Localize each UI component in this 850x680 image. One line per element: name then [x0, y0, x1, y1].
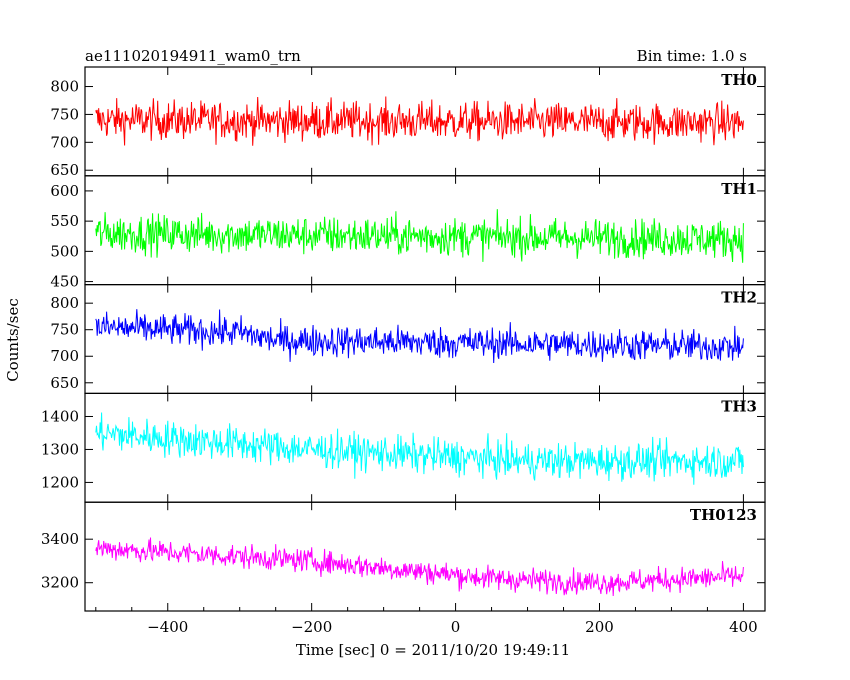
y-tick-label: 1300 [41, 440, 79, 458]
y-tick-label: 650 [50, 161, 79, 179]
x-tick-label: −200 [291, 618, 332, 636]
panel-label: TH3 [721, 397, 757, 415]
x-tick-label: 200 [585, 618, 614, 636]
y-tick-label: 3200 [41, 574, 79, 592]
series-line-th3 [95, 412, 744, 485]
chart-panels: 650 700 750 800 TH0 450 500 550 600 TH1 650 700 750 8… [41, 66, 766, 612]
x-axis-label: Time [sec] 0 = 2011/10/20 19:49:11 [296, 641, 570, 659]
panel-th2: 650 700 750 800 TH2 [50, 284, 766, 395]
y-tick-label: 650 [50, 374, 79, 392]
y-tick-label: 3400 [41, 530, 79, 548]
y-tick-label: 550 [50, 212, 79, 230]
panel-frame [84, 501, 766, 612]
panel-label: TH1 [721, 180, 757, 198]
panel-th0123: 3200 3400 TH0123 [41, 501, 766, 612]
y-tick-label: 600 [50, 182, 79, 200]
panel-label: TH0123 [690, 506, 757, 524]
chart-title-left: ae111020194911_wam0_trn [85, 47, 301, 65]
series-line-th2 [95, 309, 744, 364]
series-line-th0123 [95, 537, 744, 597]
series-line-th0 [95, 96, 744, 146]
y-tick-label: 700 [50, 133, 79, 151]
series-line-th1 [95, 209, 744, 263]
panel-label: TH0 [721, 71, 757, 89]
chart-title-right: Bin time: 1.0 s [637, 47, 747, 65]
panel-label: TH2 [721, 289, 757, 307]
y-tick-label: 700 [50, 347, 79, 365]
y-tick-label: 750 [50, 105, 79, 123]
panel-th1: 450 500 550 600 TH1 [50, 175, 766, 291]
y-tick-label: 500 [50, 242, 79, 260]
y-tick-label: 1400 [41, 407, 79, 425]
y-tick-label: 750 [50, 321, 79, 339]
x-axis: −400 −200 0 200 400 [95, 67, 758, 636]
x-tick-label: 0 [451, 618, 461, 636]
y-tick-label: 1200 [41, 473, 79, 491]
panel-th3: 1200 1300 1400 TH3 [41, 392, 766, 503]
y-tick-label: 800 [50, 78, 79, 96]
x-tick-label: 400 [729, 618, 758, 636]
y-tick-label: 800 [50, 294, 79, 312]
y-axis-label: Counts/sec [4, 298, 22, 382]
x-tick-label: −400 [147, 618, 188, 636]
panel-th0: 650 700 750 800 TH0 [50, 66, 766, 179]
y-tick-label: 450 [50, 273, 79, 291]
